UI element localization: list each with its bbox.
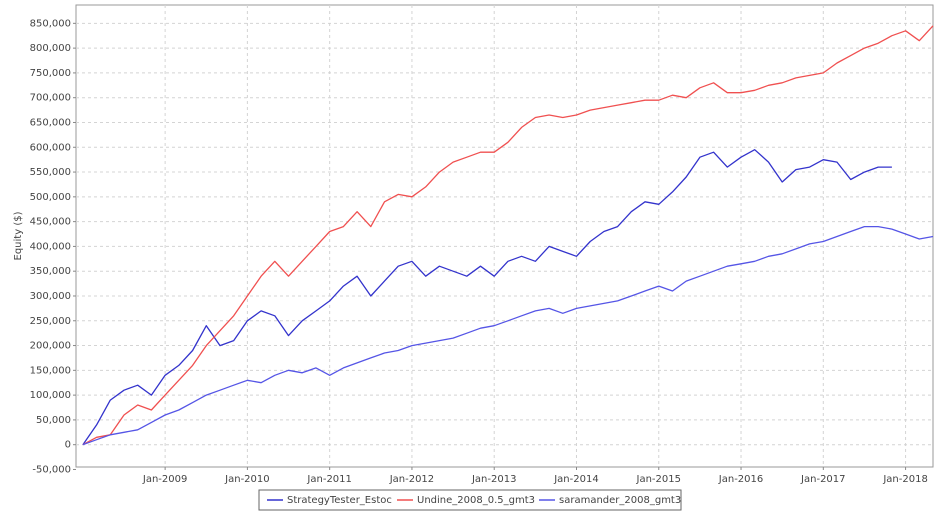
x-tick-label: Jan-2016 (718, 474, 763, 485)
y-tick-label: 700,000 (30, 93, 71, 104)
y-tick-label: 250,000 (30, 316, 71, 327)
y-tick-label: 500,000 (30, 192, 71, 203)
y-tick-label: 750,000 (30, 68, 71, 79)
y-tick-label: 400,000 (30, 241, 71, 252)
legend-box (258, 489, 682, 511)
y-tick-label: 450,000 (30, 217, 71, 228)
y-tick-label: 600,000 (30, 142, 71, 153)
y-tick-label: 0 (65, 440, 71, 451)
x-tick-label: Jan-2009 (142, 474, 187, 485)
y-tick-label: 850,000 (30, 18, 71, 29)
y-tick-label: 50,000 (36, 415, 71, 426)
y-tick-label: 650,000 (30, 117, 71, 128)
x-tick-label: Jan-2013 (471, 474, 516, 485)
y-tick-label: 200,000 (30, 341, 71, 352)
y-tick-label: 100,000 (30, 390, 71, 401)
x-tick-label: Jan-2018 (882, 474, 927, 485)
plot-area (75, 4, 934, 468)
y-tick-label: 350,000 (30, 266, 71, 277)
y-axis-label: Equity ($) (13, 211, 24, 260)
x-tick-label: Jan-2012 (389, 474, 434, 485)
legend-label: saramander_2008_gmt3 (559, 495, 681, 506)
x-tick-label: Jan-2014 (553, 474, 598, 485)
y-tick-label: -50,000 (32, 464, 71, 475)
y-tick-label: 800,000 (30, 43, 71, 54)
series-line (82, 225, 934, 446)
legend-label: Undine_2008_0.5_gmt3 (417, 495, 535, 506)
series-line (82, 149, 892, 446)
x-tick-label: Jan-2010 (224, 474, 269, 485)
x-tick-label: Jan-2011 (306, 474, 351, 485)
x-tick-label: Jan-2017 (800, 474, 845, 485)
y-tick-label: 550,000 (30, 167, 71, 178)
x-tick-label: Jan-2015 (636, 474, 681, 485)
y-tick-label: 300,000 (30, 291, 71, 302)
legend-label: StrategyTester_Estoc (287, 495, 392, 506)
y-tick-label: 150,000 (30, 365, 71, 376)
series-line (82, 25, 934, 446)
